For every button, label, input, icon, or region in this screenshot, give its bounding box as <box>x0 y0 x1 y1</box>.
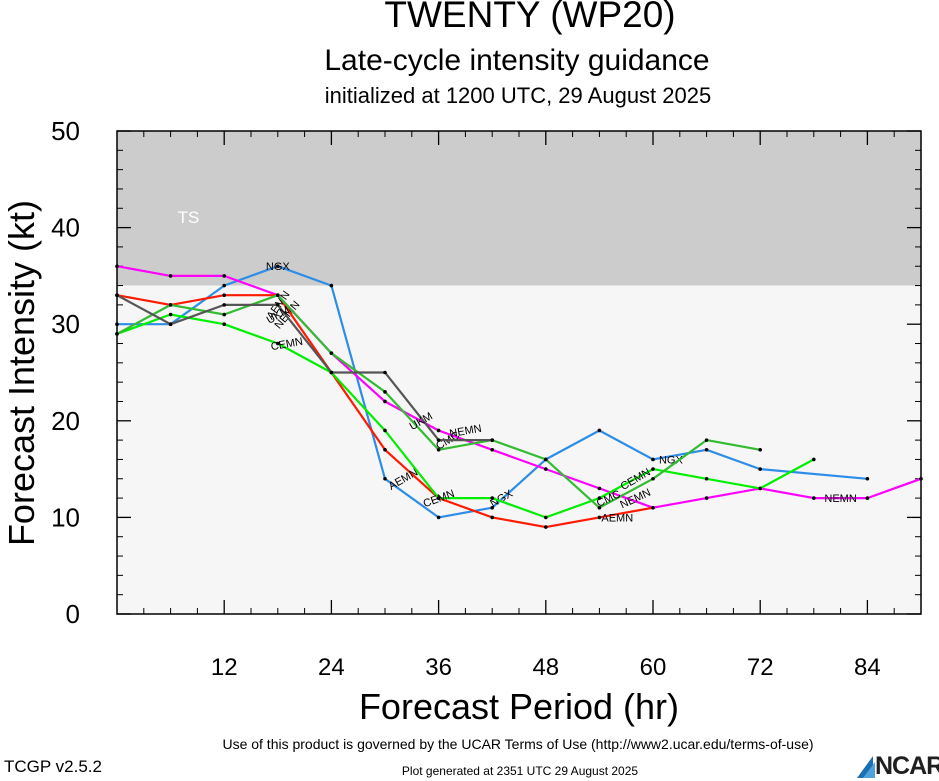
data-point <box>222 312 226 317</box>
chart-title: TWENTY (WP20) <box>384 0 676 35</box>
x-tick-label: 84 <box>854 654 881 681</box>
data-point <box>490 447 495 452</box>
series-label: NGX <box>659 454 684 466</box>
data-point <box>704 476 709 481</box>
x-tick-label: 72 <box>747 654 774 681</box>
data-point <box>436 496 441 500</box>
data-point <box>704 438 709 442</box>
data-point <box>222 283 226 288</box>
y-tick-label: 30 <box>51 309 80 339</box>
data-point <box>436 428 441 433</box>
data-point <box>544 515 548 520</box>
tick-labels: 12 24 36 48 60 72 84 0 10 20 30 40 50 <box>51 116 881 681</box>
data-point <box>329 370 334 375</box>
data-point <box>704 447 709 452</box>
generated-timestamp: Plot generated at 2351 UTC 29 August 202… <box>401 764 639 778</box>
data-point <box>276 303 280 307</box>
data-point <box>329 351 334 355</box>
intensity-bands: TS <box>117 131 921 614</box>
x-axis-label: Forecast Period (hr) <box>358 686 680 727</box>
data-point <box>651 457 655 462</box>
data-point <box>490 496 495 500</box>
x-tick-label: 60 <box>640 654 667 681</box>
data-point <box>168 322 173 327</box>
data-point <box>597 496 602 500</box>
data-point <box>865 496 870 500</box>
series-label: NEMN <box>449 423 483 440</box>
data-point <box>651 505 655 510</box>
data-point <box>276 341 280 346</box>
chart-subtitle: Late-cycle intensity guidance <box>324 44 710 77</box>
data-point <box>222 274 226 278</box>
y-axis-label: Forecast Intensity (kt) <box>1 199 42 547</box>
ncar-logo-text: NCAR <box>875 752 939 780</box>
data-point <box>651 467 655 471</box>
data-point <box>383 390 387 394</box>
y-tick-label: 0 <box>66 599 80 629</box>
x-tick-label: 48 <box>532 654 559 681</box>
data-point <box>383 399 387 404</box>
series-label: NEMN <box>824 493 856 505</box>
terms-of-use: Use of this product is governed by the U… <box>222 736 814 752</box>
data-point <box>597 486 602 491</box>
data-point <box>490 505 495 510</box>
data-point <box>222 322 226 327</box>
data-point <box>383 447 387 452</box>
y-tick-label: 10 <box>51 502 80 532</box>
band-0 <box>117 131 921 286</box>
data-point <box>544 525 548 529</box>
data-point <box>436 515 441 520</box>
data-point <box>222 303 226 307</box>
series-line-nemn <box>116 265 922 509</box>
series-line-ukm <box>116 294 493 442</box>
x-tick-label: 24 <box>318 654 345 681</box>
data-point <box>436 447 441 452</box>
data-point <box>329 283 334 288</box>
ncar-logo-mark <box>857 756 875 778</box>
data-point <box>758 486 762 491</box>
y-tick-label: 50 <box>51 116 80 146</box>
data-point <box>597 515 602 520</box>
data-point <box>168 274 173 278</box>
data-point <box>544 467 548 471</box>
data-point <box>168 312 173 317</box>
series-line-ngx <box>117 265 868 519</box>
x-tick-label: 36 <box>425 654 452 681</box>
data-point <box>490 438 495 442</box>
data-point <box>544 457 548 462</box>
data-point <box>490 515 495 520</box>
data-point <box>758 467 762 471</box>
data-point <box>383 476 387 481</box>
data-point <box>383 428 387 433</box>
y-tick-label: 20 <box>51 406 80 436</box>
data-point <box>758 447 762 452</box>
data-point <box>276 293 280 298</box>
initialization-time: initialized at 1200 UTC, 29 August 2025 <box>324 83 712 108</box>
data-point <box>436 438 441 442</box>
series-label: AEMN <box>601 512 633 524</box>
data-point <box>168 303 173 307</box>
band-label: TS <box>178 208 200 227</box>
data-point <box>597 428 602 433</box>
data-point <box>812 496 816 500</box>
series-line-cemn <box>116 313 815 519</box>
data-point <box>383 370 387 375</box>
data-point <box>812 457 816 462</box>
data-point <box>704 496 709 500</box>
series-label: CEMN <box>270 336 304 353</box>
data-point <box>276 264 280 269</box>
data-point <box>597 505 602 510</box>
series-label: NGX <box>266 261 291 273</box>
data-point <box>651 476 655 481</box>
plot-frame <box>116 130 922 615</box>
y-tick-label: 40 <box>51 213 80 243</box>
data-point <box>865 476 870 481</box>
axis-ticks <box>117 130 921 615</box>
data-point <box>222 293 226 298</box>
version-label: TCGP v2.5.2 <box>4 757 102 776</box>
ncar-logo: NCAR <box>855 752 939 780</box>
x-tick-label: 12 <box>211 654 238 681</box>
